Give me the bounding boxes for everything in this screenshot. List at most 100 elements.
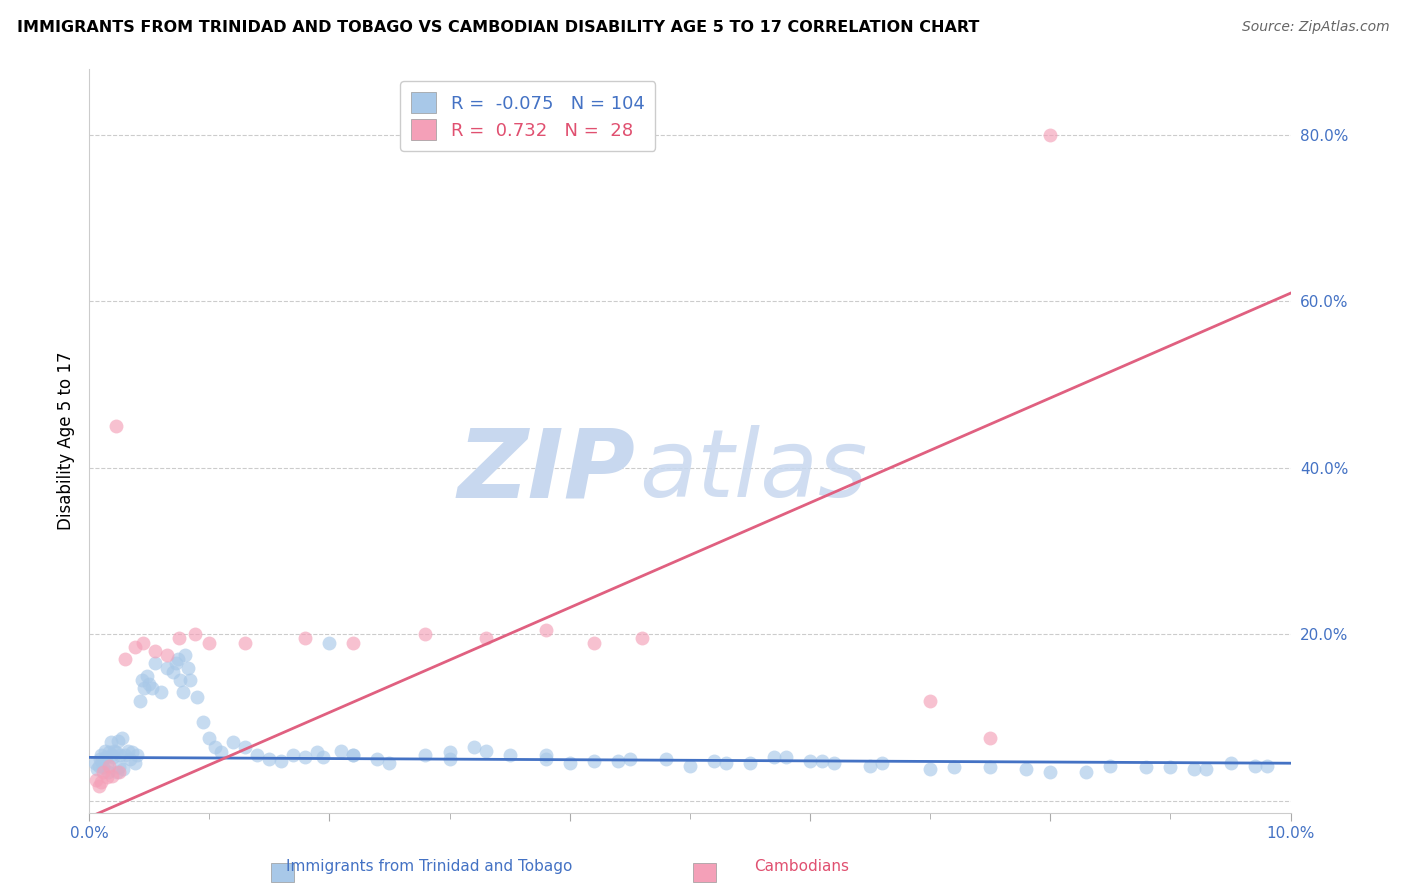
Point xyxy=(330,744,353,758)
Point xyxy=(135,669,157,683)
Point xyxy=(222,735,245,749)
Point xyxy=(124,756,146,771)
Legend: R =  -0.075   N = 104, R =  0.732   N =  28: R = -0.075 N = 104, R = 0.732 N = 28 xyxy=(399,81,655,151)
Point xyxy=(96,756,118,771)
Point xyxy=(1195,762,1218,776)
Point xyxy=(97,764,120,779)
Text: Cambodians: Cambodians xyxy=(754,859,849,874)
Point xyxy=(294,632,316,646)
Point xyxy=(124,640,146,654)
Point xyxy=(118,752,141,766)
Point xyxy=(198,635,221,649)
Point xyxy=(318,635,340,649)
Point xyxy=(342,747,364,762)
Point xyxy=(558,756,581,771)
Point xyxy=(259,752,281,766)
Point xyxy=(86,762,108,776)
Point xyxy=(179,673,201,687)
Point xyxy=(167,652,190,666)
Point xyxy=(312,750,335,764)
Point xyxy=(463,739,485,754)
Point xyxy=(84,772,107,787)
Point xyxy=(1015,762,1038,776)
Point xyxy=(762,750,785,764)
Point xyxy=(204,739,226,754)
Point xyxy=(870,756,893,771)
Point xyxy=(630,632,652,646)
Point xyxy=(108,760,131,774)
Point xyxy=(703,754,725,768)
Point xyxy=(979,731,1001,746)
Point xyxy=(169,673,191,687)
Point xyxy=(96,770,118,784)
Point xyxy=(415,627,437,641)
Point xyxy=(474,744,496,758)
Point xyxy=(1039,128,1062,142)
Point xyxy=(90,775,112,789)
Point xyxy=(582,635,605,649)
Text: Source: ZipAtlas.com: Source: ZipAtlas.com xyxy=(1241,20,1389,34)
Point xyxy=(156,660,179,674)
Point xyxy=(498,747,520,762)
Text: IMMIGRANTS FROM TRINIDAD AND TOBAGO VS CAMBODIAN DISABILITY AGE 5 TO 17 CORRELAT: IMMIGRANTS FROM TRINIDAD AND TOBAGO VS C… xyxy=(17,20,979,35)
Point xyxy=(1243,758,1265,772)
Point xyxy=(270,754,292,768)
Point xyxy=(128,694,150,708)
Point xyxy=(165,657,187,671)
Point xyxy=(209,745,232,759)
Point xyxy=(84,756,107,771)
Point xyxy=(307,745,329,759)
Y-axis label: Disability Age 5 to 17: Disability Age 5 to 17 xyxy=(58,351,75,530)
Point xyxy=(90,747,112,762)
Point xyxy=(439,745,461,759)
Point xyxy=(138,677,160,691)
Point xyxy=(110,731,132,746)
Point xyxy=(415,747,437,762)
Point xyxy=(91,754,114,768)
Point xyxy=(198,731,221,746)
Point xyxy=(366,752,388,766)
Point xyxy=(679,758,702,772)
Point xyxy=(162,665,184,679)
Point xyxy=(1219,756,1241,771)
Point xyxy=(93,744,115,758)
Point xyxy=(775,750,797,764)
Point xyxy=(167,632,190,646)
Point xyxy=(738,756,761,771)
Point xyxy=(98,758,121,772)
Point xyxy=(920,762,942,776)
Point xyxy=(378,756,401,771)
Point xyxy=(131,673,153,687)
Point xyxy=(186,690,208,704)
Point xyxy=(619,752,641,766)
Point xyxy=(193,714,215,729)
Point xyxy=(105,764,128,779)
Point xyxy=(94,750,117,764)
Point xyxy=(172,685,194,699)
Point xyxy=(87,779,110,793)
Point xyxy=(979,760,1001,774)
Point xyxy=(294,750,316,764)
Point xyxy=(174,648,197,662)
Point xyxy=(93,764,115,779)
Point xyxy=(534,752,557,766)
Point xyxy=(439,752,461,766)
Point xyxy=(1039,764,1062,779)
Point xyxy=(89,752,111,766)
Point xyxy=(342,635,364,649)
Point xyxy=(823,756,845,771)
Point xyxy=(132,635,155,649)
Point xyxy=(104,745,127,759)
Point xyxy=(920,694,942,708)
Point xyxy=(134,681,156,696)
Point xyxy=(93,760,115,774)
Point xyxy=(103,744,125,758)
Bar xyxy=(271,863,294,881)
Point xyxy=(101,747,124,762)
Point xyxy=(534,747,557,762)
Point xyxy=(111,762,134,776)
Text: atlas: atlas xyxy=(640,425,868,516)
Point xyxy=(87,758,110,772)
Point xyxy=(1184,762,1206,776)
Point xyxy=(141,681,163,696)
